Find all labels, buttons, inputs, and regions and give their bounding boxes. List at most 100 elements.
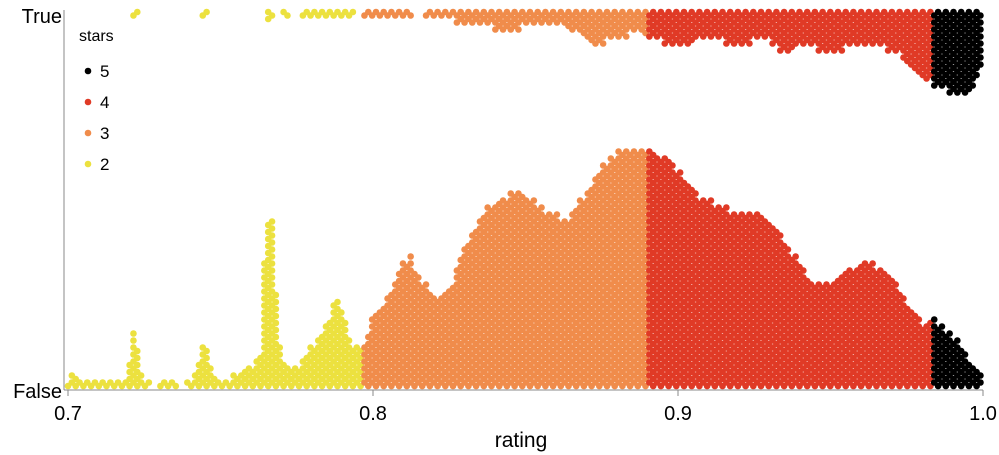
legend-swatch-5 (84, 67, 92, 75)
dot-false (268, 253, 276, 260)
dot-false (345, 337, 353, 344)
dot-false (268, 246, 276, 253)
legend-label-4: 4 (100, 93, 109, 112)
dot-false (272, 312, 280, 320)
dot-false (800, 267, 807, 274)
dot-false (268, 274, 276, 281)
legend-label-2: 2 (100, 155, 109, 174)
legend-swatch-2 (84, 160, 92, 168)
dot-false (776, 232, 784, 239)
dot-true (977, 40, 984, 47)
dot-true (349, 8, 357, 16)
dot-false (268, 232, 276, 239)
dot-false (145, 379, 153, 386)
legend-swatch-3 (84, 129, 92, 137)
dot-false (207, 365, 214, 372)
dot-false (276, 351, 284, 358)
dot-false (338, 309, 345, 316)
dot-false (407, 260, 414, 267)
dot-true (622, 33, 630, 40)
dot-false (134, 347, 141, 355)
dot-true (203, 8, 210, 16)
dot-true (977, 33, 984, 40)
x-tick-label-1.0: 1.0 (969, 403, 997, 425)
dot-true (977, 61, 984, 68)
dot-false (272, 333, 280, 341)
dot-layer (64, 8, 984, 390)
dot-false (538, 204, 545, 211)
dot-false (938, 323, 946, 330)
dot-false (869, 260, 876, 267)
dot-false (137, 372, 145, 379)
legend-swatch-4 (84, 98, 92, 106)
dot-false (268, 225, 276, 232)
dot-false (669, 162, 676, 169)
dot-true (977, 12, 984, 19)
dot-false (977, 372, 984, 379)
dot-false (130, 330, 137, 337)
dot-true (977, 47, 984, 54)
dot-true (134, 8, 141, 16)
x-tick-label-0.7: 0.7 (54, 403, 82, 425)
dot-false (268, 267, 276, 274)
dot-false (422, 281, 430, 288)
dot-false (272, 319, 280, 327)
dot-true (407, 12, 414, 19)
y-category-label-true: True (22, 6, 62, 28)
dot-false (707, 197, 715, 204)
legend-title: stars (79, 28, 114, 45)
dot-false (268, 260, 276, 267)
dot-false (915, 316, 923, 323)
dot-false (272, 305, 280, 313)
dot-false (268, 218, 276, 225)
dot-false (172, 382, 180, 390)
dot-false (203, 347, 210, 355)
x-tick-label-0.8: 0.8 (359, 403, 387, 425)
dot-false (407, 253, 414, 260)
dot-true (977, 19, 984, 26)
dot-false (268, 239, 276, 246)
dot-false (961, 351, 969, 358)
dot-true (268, 12, 276, 19)
dot-false (341, 326, 349, 334)
x-axis-title: rating (495, 429, 548, 452)
dot-false (130, 337, 137, 344)
dot-false (784, 246, 792, 253)
dot-false (134, 354, 141, 362)
dot-true (973, 71, 980, 79)
dot-true (284, 12, 291, 19)
dot-true (746, 40, 753, 47)
dot-false (892, 281, 900, 288)
dot-false (272, 291, 280, 299)
dot-false (415, 274, 422, 281)
legend-label-3: 3 (100, 124, 109, 143)
dot-false (954, 337, 961, 344)
dot-false (134, 361, 141, 369)
dot-true (977, 26, 984, 33)
dot-false (272, 326, 280, 334)
dot-false (268, 281, 276, 288)
y-category-label-false: False (13, 381, 62, 403)
dot-false (930, 316, 938, 323)
dot-false (530, 197, 538, 204)
dot-false (723, 204, 730, 211)
dot-true (977, 54, 984, 61)
legend: stars 5 4 3 2 (79, 28, 114, 174)
dot-false (341, 319, 349, 327)
dot-false (946, 330, 953, 337)
dot-true (838, 47, 846, 54)
dot-false (676, 169, 684, 176)
x-tick-label-0.9: 0.9 (664, 403, 692, 425)
dot-true (969, 82, 977, 89)
legend-label-5: 5 (100, 62, 109, 81)
dot-false (792, 253, 799, 260)
dot-false (203, 354, 210, 362)
dot-false (977, 379, 984, 386)
dot-false (272, 298, 280, 306)
dot-true (515, 26, 522, 33)
dot-false (334, 298, 341, 306)
dot-false (900, 295, 907, 302)
dot-false (692, 190, 699, 197)
dot-true (599, 40, 607, 47)
